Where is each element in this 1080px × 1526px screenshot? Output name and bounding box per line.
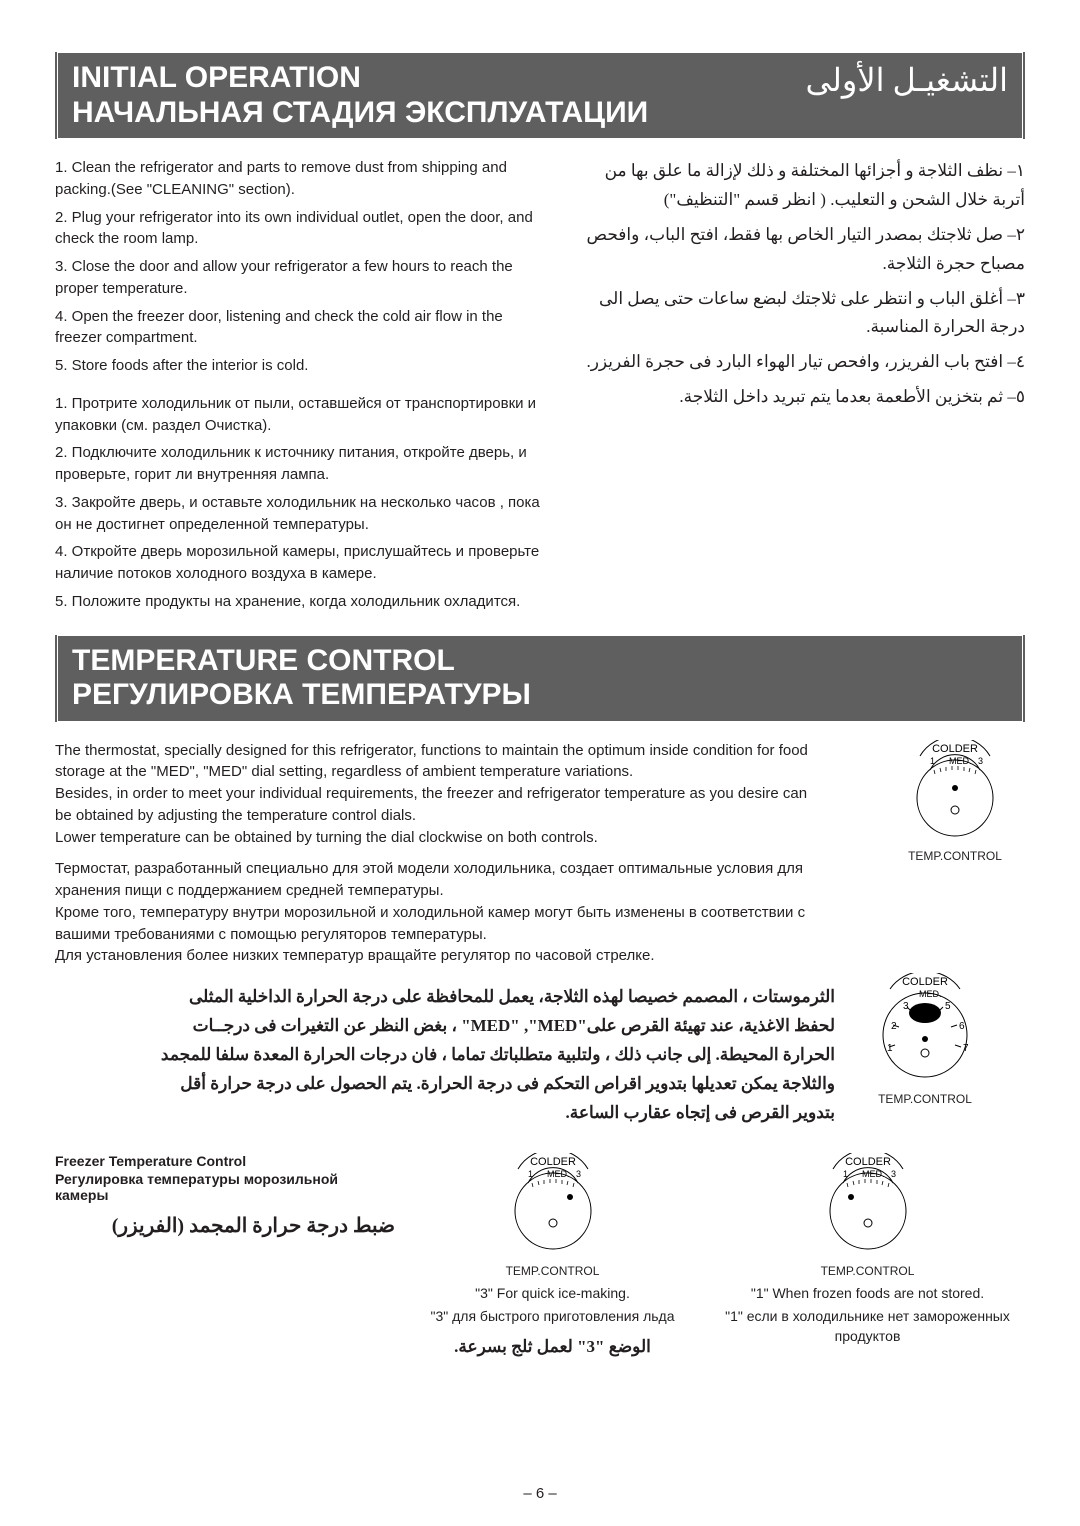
page-number: – 6 – — [0, 1485, 1080, 1502]
s1-ru-4: 4. Откройте дверь морозильной камеры, пр… — [55, 541, 550, 585]
s1-en-2: 2. Plug your refrigerator into its own i… — [55, 207, 550, 251]
s1-ar-2: ٢– صل ثلاجتك بمصدر التيار الخاص بها فقط،… — [580, 221, 1025, 279]
dial-icon-4: COLDER 1 MED. 3 — [813, 1153, 923, 1253]
freezer-col2-ru: "1" если в холодильнике нет замороженных… — [710, 1307, 1025, 1346]
freezer-col1-ru: "3" для быстрого приготовления льда — [395, 1307, 710, 1327]
dial-label-4: TEMP.CONTROL — [710, 1263, 1025, 1280]
s1-ru-3: 3. Закройте дверь, и оставьте холодильни… — [55, 492, 550, 536]
s1-ar-3: ٣– أغلق الباب و انتظر على ثلاجتك لبضع سا… — [580, 285, 1025, 343]
dial-figure-1: COLDER 1 MED. 3 TEMP.CONTROL — [885, 740, 1025, 863]
s1-en-5: 5. Store foods after the interior is col… — [55, 355, 550, 377]
section2-title-left: TEMPERATURE CONTROL РЕГУЛИРОВКА ТЕМПЕРАТ… — [72, 644, 531, 713]
freezer-title-ar: ضبط درجة حرارة المجمد (الفريزر) — [55, 1213, 395, 1238]
section2-header: TEMPERATURE CONTROL РЕГУЛИРОВКА ТЕМПЕРАТ… — [55, 635, 1025, 722]
s1-ar-5: ٥– ثم بتخزين الأطعمة بعدما يتم تبريد داخ… — [580, 383, 1025, 412]
svg-text:7: 7 — [963, 1043, 969, 1054]
svg-text:3: 3 — [978, 756, 983, 766]
section2-intro-row: The thermostat, specially designed for t… — [55, 740, 1025, 984]
svg-text:COLDER: COLDER — [902, 976, 948, 988]
s1-ru-1: 1. Протрите холодильник от пыли, оставше… — [55, 393, 550, 437]
dial-icon-3: COLDER 1 MED. 3 — [498, 1153, 608, 1253]
freezer-title-en: Freezer Temperature Control — [55, 1153, 395, 1169]
dial-label-3: TEMP.CONTROL — [395, 1263, 710, 1280]
section2-ar-row: الثرموستات ، المصمم خصيصا لهذه الثلاجة، … — [55, 983, 1025, 1143]
svg-text:COLDER: COLDER — [845, 1156, 891, 1168]
svg-text:3: 3 — [576, 1169, 581, 1179]
freezer-dial-col-1: COLDER 1 MED. 3 TEMP.CONTROL "3" For qui… — [395, 1153, 710, 1358]
svg-text:COLDER: COLDER — [530, 1156, 576, 1168]
s1-en-1: 1. Clean the refrigerator and parts to r… — [55, 157, 550, 201]
section1-title-en: INITIAL OPERATION — [72, 61, 361, 94]
s1-ar-1: ١– نظف الثلاجة و أجزائها المختلفة و ذلك … — [580, 157, 1025, 215]
section1-right-col-ar: ١– نظف الثلاجة و أجزائها المختلفة و ذلك … — [580, 157, 1025, 619]
section1-title-ar: التشغيـل الأولى — [805, 61, 1008, 99]
s1-ru-2: 2. Подключите холодильник к источнику пи… — [55, 442, 550, 486]
section2-intro-text: The thermostat, specially designed for t… — [55, 740, 865, 984]
freezer-title-ru: Регулировка температуры морозильной каме… — [55, 1171, 395, 1203]
svg-text:6: 6 — [959, 1021, 965, 1032]
svg-text:1: 1 — [887, 1043, 893, 1054]
section1-title-left: INITIAL OPERATION НАЧАЛЬНАЯ СТАДИЯ ЭКСПЛ… — [72, 61, 648, 130]
dial-icon-2: COLDER MED. 1 2 3 5 6 7 — [865, 973, 985, 1083]
freezer-col1-en: "3" For quick ice-making. — [395, 1284, 710, 1304]
section2-title-ru: РЕГУЛИРОВКА ТЕМПЕРАТУРЫ — [72, 678, 531, 711]
section1-body: 1. Clean the refrigerator and parts to r… — [55, 157, 1025, 619]
svg-text:3: 3 — [891, 1169, 896, 1179]
s1-en-4: 4. Open the freezer door, listening and … — [55, 306, 550, 350]
s1-en-3: 3. Close the door and allow your refrige… — [55, 256, 550, 300]
dial-label-2: TEMP.CONTROL — [855, 1092, 995, 1106]
s1-ar-4: ٤– افتح باب الفريزر، وافحص تيار الهواء ا… — [580, 348, 1025, 377]
intro-en: The thermostat, specially designed for t… — [55, 740, 815, 849]
section1-left-col: 1. Clean the refrigerator and parts to r… — [55, 157, 550, 619]
dial-colder-text: COLDER — [932, 743, 978, 755]
section2-title-en: TEMPERATURE CONTROL — [72, 644, 455, 677]
freezer-col1-ar: الوضع "3" لعمل ثلج بسرعة. — [395, 1335, 710, 1359]
freezer-dial-col-2: COLDER 1 MED. 3 TEMP.CONTROL "1" When fr… — [710, 1153, 1025, 1346]
section1-title-ru: НАЧАЛЬНАЯ СТАДИЯ ЭКСПЛУАТАЦИИ — [72, 96, 648, 129]
svg-text:5: 5 — [945, 1001, 951, 1012]
freezer-col2-en: "1" When frozen foods are not stored. — [710, 1284, 1025, 1304]
dial-label-1: TEMP.CONTROL — [885, 849, 1025, 863]
freezer-row: Freezer Temperature Control Регулировка … — [55, 1153, 1025, 1358]
dial-icon-1: COLDER 1 MED. 3 — [900, 740, 1010, 840]
freezer-titles: Freezer Temperature Control Регулировка … — [55, 1153, 395, 1238]
intro-ru: Термостат, разработанный специально для … — [55, 858, 815, 967]
svg-text:3: 3 — [903, 1001, 909, 1012]
s1-ru-5: 5. Положите продукты на хранение, когда … — [55, 591, 550, 613]
section1-header: INITIAL OPERATION НАЧАЛЬНАЯ СТАДИЯ ЭКСПЛ… — [55, 52, 1025, 139]
intro-ar: الثرموستات ، المصمم خصيصا لهذه الثلاجة، … — [155, 983, 835, 1127]
svg-text:MED.: MED. — [919, 989, 942, 999]
dial-figure-2: COLDER MED. 1 2 3 5 6 7 TEMP.CONTROL — [855, 973, 995, 1106]
